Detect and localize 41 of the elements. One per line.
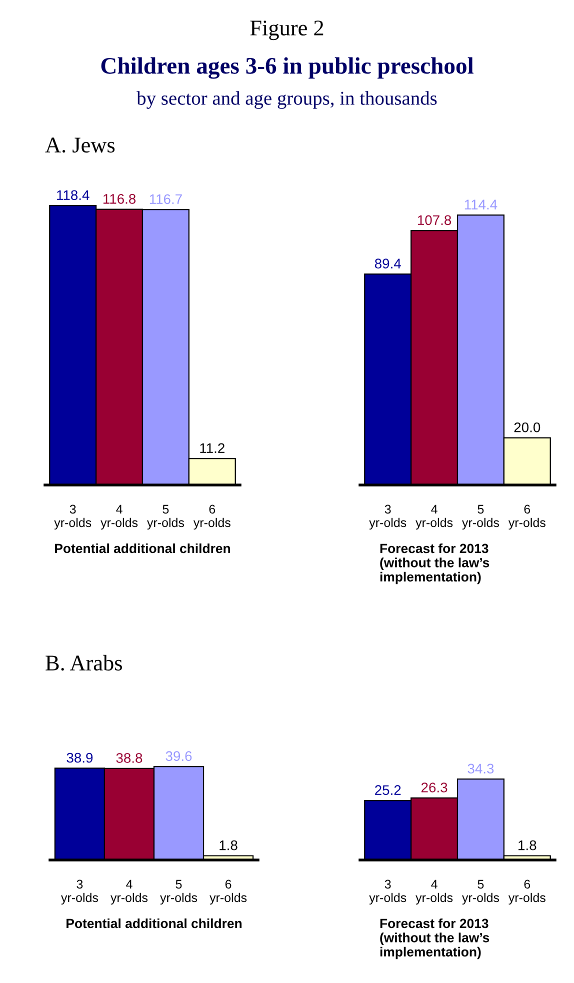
x-tick-label: 6 yr-olds [508,504,546,530]
x-axis-title: Forecast for 2013 (without the law’s implementation) [380,918,490,960]
x-tick-label: 6 yr-olds [193,504,230,530]
x-tick-label: 3 yr-olds [60,880,98,905]
x-tick-label: 3 yr-olds [54,504,92,530]
x-axis-title: Potential additional children [55,543,230,554]
x-tick-label: 5 yr-olds [462,504,500,530]
x-tick-label: 3 yr-olds [369,880,406,905]
data-label: 107.8 [418,215,452,226]
data-label: 34.3 [468,764,494,774]
data-label: 20.0 [514,422,540,432]
data-label: 1.8 [220,840,238,850]
data-label: 116.7 [150,194,182,204]
data-label: 116.8 [103,194,136,204]
x-tick-label: 5 yr-olds [146,504,184,530]
data-label: 114.4 [464,200,498,210]
data-label: 38.9 [66,752,93,763]
x-tick-label: 5 yr-olds [160,880,198,905]
x-tick-label: 4 yr-olds [100,504,138,530]
x-tick-label: 4 yr-olds [416,504,453,530]
x-tick-label: 4 yr-olds [416,880,453,905]
text: by sector and age groups, in thousands [136,91,437,109]
x-tick-label: 3 yr-olds [369,504,406,530]
x-axis-title: Potential additional children [66,918,242,928]
text: B. Arabs [46,654,122,671]
data-label: 11.2 [200,443,224,453]
x-tick-label: 5 yr-olds [462,880,500,905]
data-label: 39.6 [166,751,192,762]
x-tick-label: 4 yr-olds [110,880,148,905]
data-label: 89.4 [374,258,401,268]
caption: Figure 2 [250,20,324,40]
data-label: 1.8 [518,840,536,850]
text: Children ages 3-6 in public preschool [101,57,474,79]
data-label: 25.2 [375,785,401,796]
x-tick-label: 6 yr-olds [210,880,247,905]
x-axis-title: Forecast for 2013 (without the law’s implementation) [380,543,490,584]
x-tick-label: 6 yr-olds [508,880,546,905]
text: A. Jews [45,138,115,153]
data-label: 26.3 [421,782,448,792]
data-label: 38.8 [116,753,142,763]
data-label: 118.4 [57,190,90,200]
